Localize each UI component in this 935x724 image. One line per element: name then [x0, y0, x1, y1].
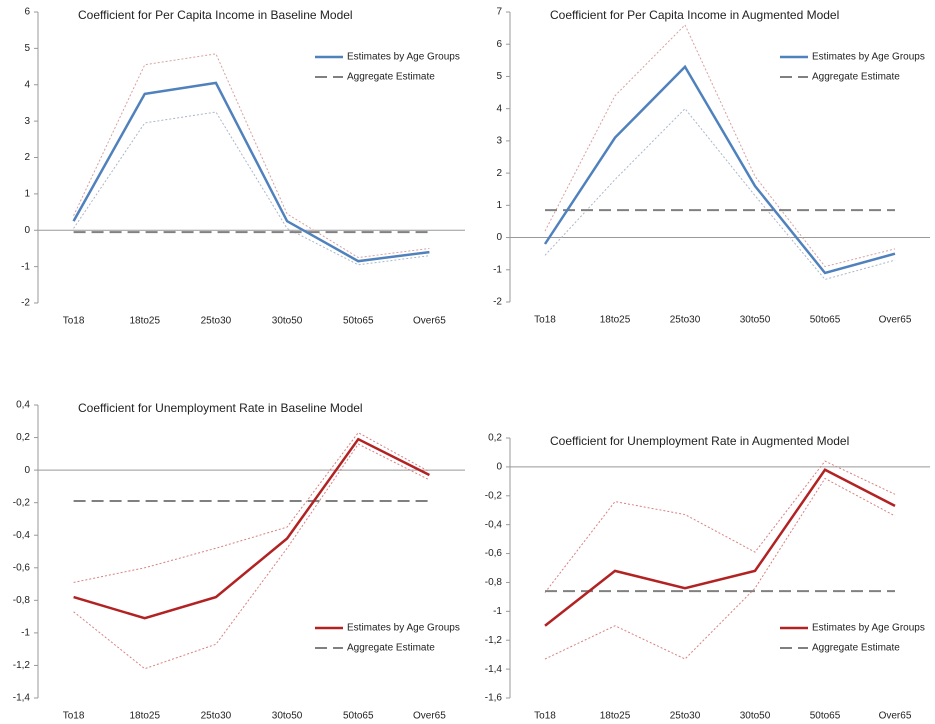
y-tick-label: -1 [493, 606, 502, 617]
series-line [73, 53, 430, 259]
series-line [73, 437, 430, 620]
legend-label: Aggregate Estimate [347, 72, 435, 83]
y-tick-label: -1,2 [485, 635, 503, 646]
chart-title: Coefficient for Per Capita Income in Aug… [550, 8, 839, 22]
x-tick-label: 25to30 [201, 316, 232, 327]
x-tick-label: 50to65 [343, 711, 374, 722]
y-tick-label: -0,8 [485, 577, 503, 588]
series-line [73, 111, 430, 266]
y-tick-label: 0,2 [488, 433, 502, 444]
legend-label: Estimates by Age Groups [347, 52, 460, 63]
y-tick-label: -0,2 [13, 497, 31, 508]
y-tick-label: 6 [24, 7, 30, 18]
y-tick-label: -0,8 [13, 595, 31, 606]
chart-title: Coefficient for Unemployment Rate in Bas… [78, 401, 363, 415]
x-tick-label: Over65 [879, 711, 912, 722]
y-tick-label: 2 [24, 152, 30, 163]
x-tick-label: 18to25 [600, 315, 631, 326]
y-tick-label: 3 [24, 116, 30, 127]
y-tick-label: 5 [24, 43, 30, 54]
x-tick-label: 25to30 [670, 711, 701, 722]
y-tick-label: -1 [493, 264, 502, 275]
x-tick-label: To18 [63, 711, 85, 722]
y-tick-label: -0,2 [485, 490, 503, 501]
y-tick-label: -1,2 [13, 660, 31, 671]
series-line [543, 64, 896, 275]
series-line [544, 24, 896, 268]
y-tick-label: 0 [24, 465, 30, 476]
y-tick-label: 4 [24, 79, 30, 90]
series-line [544, 460, 896, 593]
x-tick-label: Over65 [879, 315, 912, 326]
y-tick-label: 3 [496, 136, 502, 147]
y-tick-label: -1 [21, 628, 30, 639]
x-tick-label: 50to65 [810, 315, 841, 326]
x-tick-label: 30to50 [740, 711, 771, 722]
x-tick-label: 30to50 [272, 316, 303, 327]
y-tick-label: 5 [496, 71, 502, 82]
chart: -1,6 -1,4 -1,2 -1 -0,8 -0,6 -0,4 -0,2 0 0,2 To18 18… [485, 433, 930, 722]
y-tick-label: -0,6 [485, 548, 503, 559]
y-tick-label: 0,4 [16, 400, 30, 411]
series-line [544, 468, 896, 627]
legend-label: Aggregate Estimate [347, 643, 435, 654]
y-tick-label: 0 [496, 462, 502, 473]
legend-label: Estimates by Age Groups [347, 623, 460, 634]
x-tick-label: 50to65 [810, 711, 841, 722]
series-line [73, 443, 430, 670]
y-tick-label: 1 [496, 200, 502, 211]
x-tick-label: 18to25 [600, 711, 631, 722]
x-tick-label: 18to25 [129, 316, 160, 327]
y-tick-label: -0,4 [13, 530, 31, 541]
chart: -2 -1 0 1 2 3 4 5 6 To18 18to25 25to30 30to50 50to65 O… [21, 7, 465, 327]
y-tick-label: 2 [496, 168, 502, 179]
y-tick-label: 1 [24, 189, 30, 200]
y-tick-label: 0,2 [16, 432, 30, 443]
x-tick-label: 50to65 [343, 316, 374, 327]
y-tick-label: -1,4 [485, 664, 503, 675]
y-tick-label: -0,4 [485, 519, 503, 530]
x-tick-label: To18 [534, 315, 556, 326]
series-line [544, 107, 896, 281]
x-tick-label: 30to50 [740, 315, 771, 326]
x-tick-label: 25to30 [201, 711, 232, 722]
chart-title: Coefficient for Per Capita Income in Bas… [78, 8, 353, 22]
legend-label: Aggregate Estimate [812, 643, 900, 654]
y-tick-label: 4 [496, 103, 502, 114]
legend-label: Estimates by Age Groups [812, 52, 925, 63]
y-tick-label: -0,6 [13, 562, 31, 573]
y-tick-label: -2 [21, 298, 30, 309]
x-tick-label: 30to50 [272, 711, 303, 722]
series-line [73, 432, 430, 583]
y-tick-label: 7 [496, 7, 502, 18]
x-tick-label: To18 [534, 711, 556, 722]
x-tick-label: 18to25 [129, 711, 160, 722]
series-line [544, 477, 896, 660]
y-tick-label: 0 [24, 225, 30, 236]
series-line [72, 81, 430, 263]
y-tick-label: 0 [496, 232, 502, 243]
chart: -1,4 -1,2 -1 -0,8 -0,6 -0,4 -0,2 0 0,2 0,4 To18 18t… [13, 400, 465, 722]
x-tick-label: Over65 [413, 711, 446, 722]
chart: -2 -1 0 1 2 3 4 5 6 7 To18 18to25 25to30 30to50 50to65… [493, 7, 930, 326]
y-tick-label: -2 [493, 297, 502, 308]
x-tick-label: 25to30 [670, 315, 701, 326]
chart-title: Coefficient for Unemployment Rate in Aug… [550, 434, 849, 448]
y-tick-label: -1,4 [13, 693, 31, 704]
y-tick-label: 6 [496, 39, 502, 50]
x-tick-label: Over65 [413, 316, 446, 327]
y-tick-label: -1 [21, 261, 30, 272]
legend-label: Estimates by Age Groups [812, 623, 925, 634]
x-tick-label: To18 [63, 316, 85, 327]
y-tick-label: -1,6 [485, 693, 503, 704]
legend-label: Aggregate Estimate [812, 72, 900, 83]
